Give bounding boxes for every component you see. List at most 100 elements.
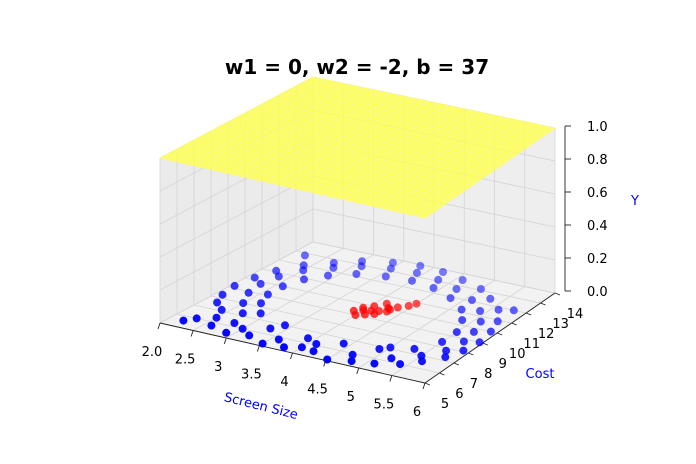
data-point [370,310,379,318]
data-point [257,299,265,308]
data-point [212,313,221,322]
y-tick-label: 5 [441,397,449,412]
data-point [263,290,272,299]
y-tick-mark [525,312,532,316]
data-point [494,305,503,314]
data-point [238,309,247,318]
x-tick-mark [256,345,260,352]
data-point [300,251,309,260]
data-point [258,339,267,348]
y-tick-label: 6 [455,387,463,402]
y-axis-line [424,292,556,384]
y-tick-mark [453,362,460,366]
data-point [312,340,321,348]
y-tick-mark [511,322,517,326]
z-tick-label: 1.0 [587,120,608,135]
data-point [351,311,360,319]
data-point [274,272,283,281]
data-point [299,266,308,275]
x-tick-label: 4 [280,375,288,390]
grid-line-y [193,304,454,364]
data-point [442,346,451,355]
data-point [439,268,447,276]
data-points [179,251,518,369]
y-tick-mark [497,332,503,336]
data-point [493,317,502,326]
data-point [244,288,253,297]
grid-line-y [210,295,469,354]
data-point [357,262,366,271]
grid-line-x [325,273,465,361]
data-point [213,298,222,307]
data-point [280,343,288,352]
z-tick-label: 0.4 [587,219,608,234]
data-point [230,319,239,327]
z-tick-label: 0.2 [587,252,608,267]
data-point [386,264,395,273]
data-point [281,321,289,330]
data-point [438,337,447,346]
grid-line-z [312,208,556,261]
data-point [416,261,425,270]
data-point [486,294,495,303]
data-point [375,345,384,353]
grid-line-z [312,241,556,294]
x-axis-label: Screen Size [222,390,299,423]
y-tick-mark [424,382,431,386]
grid-line-z [159,208,314,291]
x-tick-mark [323,360,327,367]
data-point [408,276,416,285]
data-point [218,290,227,299]
data-point [417,351,426,360]
grid-line-y [295,250,541,304]
x-tick-label: 2.5 [175,353,196,368]
data-point [476,317,485,326]
data-point [245,331,254,340]
data-point [274,335,283,344]
data-point [412,299,421,308]
data-point [469,327,478,336]
data-point [230,281,239,290]
y-tick-label: 12 [538,327,555,342]
chart-title: w1 = 0, w2 = -2, b = 37 [225,55,489,79]
data-point [256,279,265,288]
data-point [297,343,306,352]
x-tick-mark [356,367,360,375]
x-tick-label: 5.5 [374,398,395,413]
surface-patch [413,212,430,219]
y-tick-mark [439,372,445,376]
data-point [179,316,188,325]
x-tick-mark [389,375,393,382]
data-point [386,305,394,314]
y-tick-label: 14 [567,307,584,322]
data-point [458,276,467,284]
data-point [396,360,405,369]
data-point [222,328,231,337]
data-point [266,324,275,333]
y-tick-mark [554,292,561,296]
data-point [412,268,421,277]
y-tick-label: 13 [552,317,569,332]
data-point [459,337,468,346]
x-tick-mark [190,330,194,337]
grid-line-x [358,279,495,369]
grid-line-x [226,254,374,339]
data-point [476,307,485,315]
data-point [434,275,443,284]
x-tick-label: 4.5 [307,383,328,398]
x-tick-label: 6 [413,405,421,420]
data-point [359,303,368,312]
z-axis-label: Y [630,194,639,209]
x-tick-mark [223,337,227,345]
data-point [459,346,468,355]
data-point [386,343,395,352]
data-point [393,303,402,312]
data-point [370,359,379,368]
data-point [347,357,356,366]
grid-line-z [159,175,314,258]
data-point [304,334,312,343]
data-point [217,305,226,314]
data-point [360,310,369,319]
